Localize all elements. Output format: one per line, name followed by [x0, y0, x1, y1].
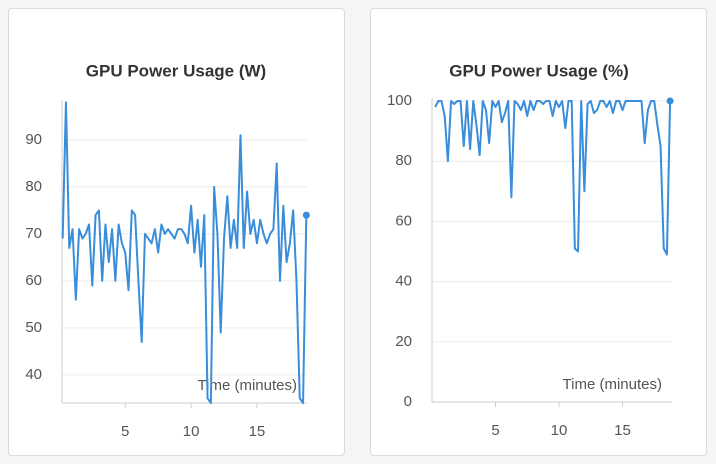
x-tick-label: 10	[183, 423, 200, 440]
data-line	[61, 101, 308, 404]
x-tick-label: 10	[551, 422, 568, 439]
y-tick-label: 40	[25, 366, 42, 383]
y-tick-label: 80	[25, 178, 42, 195]
y-tick-label: 20	[395, 333, 412, 350]
data-line	[434, 100, 672, 256]
x-tick-label: 5	[491, 422, 499, 439]
chart-title: GPU Power Usage (%)	[449, 61, 629, 80]
y-tick-label: 40	[395, 273, 412, 290]
y-tick-label: 0	[404, 393, 412, 410]
chart-title: GPU Power Usage (W)	[86, 61, 266, 80]
y-tick-label: 60	[395, 212, 412, 229]
chart-card	[370, 8, 707, 456]
y-tick-label: 100	[387, 92, 412, 109]
y-tick-label: 50	[25, 319, 42, 336]
x-axis-label: Time (minutes)	[563, 376, 662, 393]
y-tick-label: 70	[25, 225, 42, 242]
x-axis-label: Time (minutes)	[198, 377, 297, 394]
x-tick-label: 5	[121, 423, 129, 440]
y-tick-label: 80	[395, 152, 412, 169]
y-tick-label: 60	[25, 272, 42, 289]
y-tick-label: 90	[25, 131, 42, 148]
x-tick-label: 15	[614, 422, 631, 439]
x-tick-label: 15	[249, 423, 266, 440]
last-point	[666, 97, 674, 105]
last-point	[302, 211, 310, 219]
